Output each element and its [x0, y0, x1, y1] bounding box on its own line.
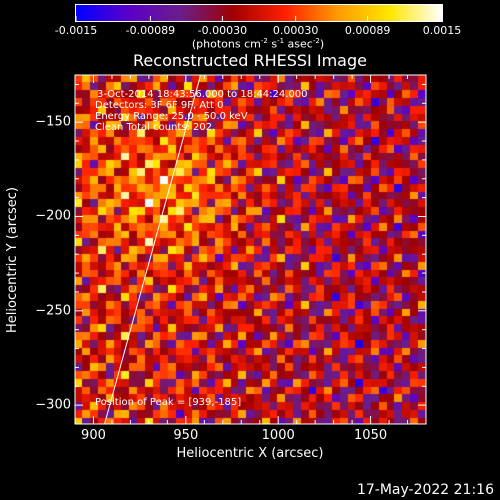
clean-counts-label: Clean Total counts: 202. — [95, 122, 216, 133]
detectors-label: Detectors: 3F 6F 9F, Att 0 — [95, 100, 224, 111]
colorbar-tick-label: -0.0015 — [54, 24, 98, 37]
colorbar-gradient — [76, 5, 442, 21]
y-axis-label: Heliocentric Y (arcsec) — [5, 187, 20, 333]
tick-label: 1000 — [261, 428, 295, 443]
plot-area: 3-Oct-2014 18:43:56.000 to 18:44:24.000 … — [75, 75, 426, 424]
tick-label: 1050 — [354, 428, 388, 443]
colorbar-ticks — [75, 16, 443, 21]
tick-label: −250 — [35, 303, 71, 319]
timestamp-footer: 17-May-2022 21:16 — [356, 482, 494, 498]
peak-position-label: Position of Peak = [939,-185] — [95, 397, 242, 408]
tick-label: 950 — [173, 428, 199, 443]
tick-label: −300 — [35, 397, 71, 413]
colorbar-tick-label: 0.00089 — [344, 24, 391, 37]
tick-label: 900 — [81, 428, 106, 443]
colorbar-tick-label: 0.0015 — [422, 24, 462, 37]
tick-label: −150 — [35, 114, 71, 130]
time-range-label: 3-Oct-2014 18:43:56.000 to 18:44:24.000 — [97, 89, 308, 100]
colorbar-tick-label: -0.00030 — [197, 24, 248, 37]
chart-title: Reconstructed RHESSI Image — [133, 51, 367, 70]
colorbar — [75, 4, 443, 22]
colorbar-unit: (photons cm-2 s-1 asec-2) — [191, 37, 325, 51]
x-axis-label: Heliocentric X (arcsec) — [176, 446, 324, 461]
colorbar-tick-label: 0.00030 — [272, 24, 319, 37]
colorbar-tick-label: -0.00089 — [125, 24, 176, 37]
energy-range-label: Energy Range: 25.0 - 50.0 keV — [95, 111, 248, 122]
tick-label: −200 — [35, 208, 71, 224]
